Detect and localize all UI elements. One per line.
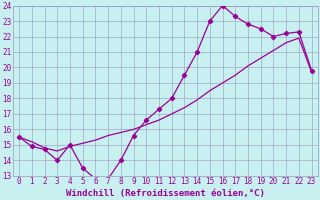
X-axis label: Windchill (Refroidissement éolien,°C): Windchill (Refroidissement éolien,°C) [66, 189, 265, 198]
